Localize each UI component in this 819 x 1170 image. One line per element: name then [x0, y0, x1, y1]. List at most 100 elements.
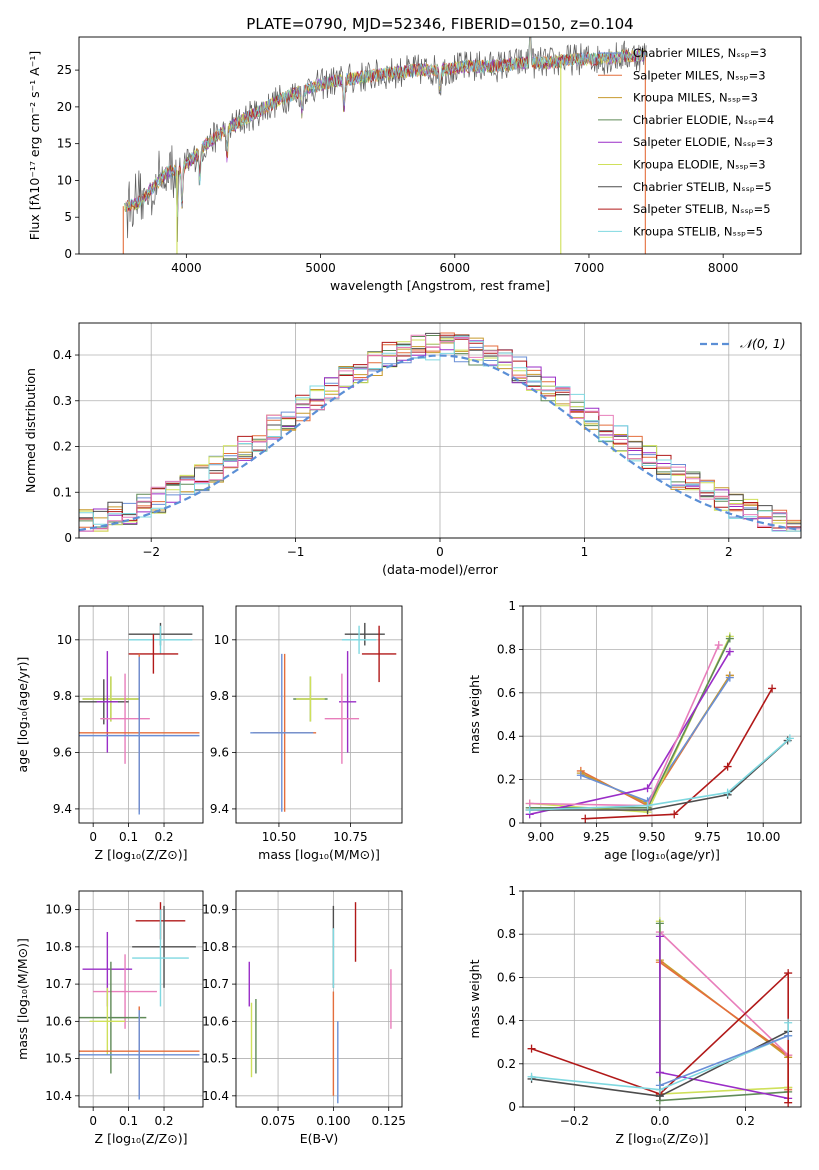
y-tick-label: 10	[214, 633, 229, 647]
y-tick-label: 0.2	[497, 1057, 516, 1071]
weight-marker	[723, 788, 732, 797]
y-tick-label: 0	[508, 816, 516, 830]
histogram-step	[79, 336, 801, 532]
x-tick-label: 0.100	[316, 1114, 350, 1128]
weight-marker	[670, 810, 679, 819]
y-tick-label: 0	[64, 531, 72, 545]
weight-marker	[655, 932, 664, 941]
x-tick-label: 0	[436, 545, 444, 559]
normal-curve	[79, 354, 801, 532]
x-tick-label: 0.2	[154, 830, 173, 844]
y-tick-label: 10	[57, 173, 72, 187]
y-tick-label: 9.4	[53, 802, 72, 816]
legend-label: Chabrier ELODIE, Nₛₛₚ=4	[633, 113, 774, 127]
y-tick-label: 10.9	[202, 903, 229, 917]
y-axis-label: age [log₁₀(age/yr)]	[15, 657, 30, 773]
y-tick-label: 0.8	[497, 927, 516, 941]
y-axis-label: Normed distribution	[23, 368, 38, 493]
weight-marker	[643, 784, 652, 793]
x-tick-label: 5000	[305, 261, 336, 275]
y-tick-label: 0.6	[497, 686, 516, 700]
y-axis-label: mass weight	[467, 675, 482, 754]
y-axis-label: mass [log₁₀(M/M⊙)]	[15, 938, 30, 1060]
axes-mass-vs-Z: 0 0.1 0.2 10.4 10.5 10.6 10.7 10.8 10.9 Z [log₁₀(…	[15, 890, 204, 1146]
weight-line	[585, 688, 773, 820]
axes-age-vs-mass: 10.50 10.75 9.4 9.6 9.8 10 mass [log₁₀(M/M⊙)]	[210, 605, 403, 862]
weight-line	[659, 1034, 789, 1087]
x-axis-label: Z [log₁₀(Z/Z⊙)]	[95, 1131, 188, 1146]
y-tick-label: 1	[508, 884, 516, 898]
plot-area	[79, 332, 801, 532]
histogram-step	[79, 334, 801, 532]
y-tick-label: 10.4	[202, 1089, 229, 1103]
x-tick-label: 0.0	[650, 1114, 669, 1128]
y-tick-label: 15	[57, 137, 72, 151]
y-tick-label: 9.6	[53, 746, 72, 760]
weight-marker	[643, 801, 652, 810]
y-tick-label: 10.6	[202, 1014, 229, 1028]
weight-marker	[784, 1018, 793, 1027]
axes-age-vs-Z: 0 0.1 0.2 9.4 9.6 9.8 10 Z [log₁₀(Z/Z⊙)] age [lo…	[15, 605, 204, 862]
x-tick-label: 10.75	[333, 830, 367, 844]
y-tick-label: 0.4	[497, 729, 516, 743]
plot-area	[527, 917, 793, 1107]
weight-marker	[655, 1068, 664, 1077]
y-tick-label: 0.6	[497, 970, 516, 984]
x-tick-label: 0.2	[154, 1114, 173, 1128]
axes-frame	[235, 890, 403, 1108]
y-axis-label: mass weight	[467, 959, 482, 1038]
y-tick-label: 10.8	[202, 940, 229, 954]
x-tick-label: 9.25	[583, 830, 610, 844]
y-tick-label: 10.6	[45, 1014, 72, 1028]
x-tick-label: 8000	[708, 261, 739, 275]
y-tick-label: 0.2	[53, 440, 72, 454]
x-tick-label: 9.50	[639, 830, 666, 844]
legend-label: Kroupa STELIB, Nₛₛₚ=5	[633, 224, 763, 238]
axes-frame	[522, 890, 802, 1108]
y-tick-label: 10.4	[45, 1089, 72, 1103]
x-tick-label: 2	[725, 545, 733, 559]
x-tick-label: 0.1	[119, 1114, 138, 1128]
legend-label: Salpeter STELIB, Nₛₛₚ=5	[633, 202, 771, 216]
x-axis-label: (data-model)/error	[382, 562, 499, 577]
y-tick-label: 10.5	[45, 1052, 72, 1066]
weight-marker	[655, 1081, 664, 1090]
spectrum-line	[125, 37, 647, 218]
axes-frame	[78, 890, 204, 1108]
weight-line	[531, 1022, 789, 1091]
legend-label: Kroupa ELODIE, Nₛₛₚ=3	[633, 158, 766, 172]
y-tick-label: 10	[57, 633, 72, 647]
y-tick-label: 1	[508, 599, 516, 613]
y-tick-label: 9.8	[210, 689, 229, 703]
weight-marker	[768, 684, 777, 693]
y-tick-label: 10.7	[45, 977, 72, 991]
y-tick-label: 0.4	[53, 348, 72, 362]
axes-mass-vs-EBV: 0.075 0.100 0.125 10.4 10.5 10.6 10.7 10.8 10.9 E…	[202, 890, 406, 1146]
legend-label: Chabrier STELIB, Nₛₛₚ=5	[633, 180, 772, 194]
x-axis-label: mass [log₁₀(M/M⊙)]	[258, 847, 380, 862]
weight-line	[659, 931, 789, 1056]
y-tick-label: 9.8	[53, 689, 72, 703]
x-axis-label: age [log₁₀(age/yr)]	[604, 847, 720, 862]
y-tick-label: 0.3	[53, 394, 72, 408]
weight-marker	[784, 1098, 793, 1107]
weight-marker	[725, 673, 734, 682]
weight-marker	[525, 805, 534, 814]
weight-marker	[784, 1031, 793, 1040]
x-axis-label: Z [log₁₀(Z/Z⊙)]	[95, 847, 188, 862]
x-axis-label: E(B-V)	[300, 1131, 339, 1146]
axes-frame	[78, 605, 204, 824]
plot-area	[79, 902, 200, 1100]
y-axis-label: Flux [fλ10⁻¹⁷ erg cm⁻² s⁻¹ A⁻¹]	[27, 51, 42, 240]
y-tick-label: 10.7	[202, 977, 229, 991]
axes-frame	[78, 322, 802, 539]
x-tick-label: 6000	[439, 261, 470, 275]
axes-residuals: −2 −1 0 1 2 0 0.1 0.2 0.3 0.4 (data-model)/error No…	[23, 322, 802, 577]
x-tick-label: 4000	[171, 261, 202, 275]
y-tick-label: 25	[57, 63, 72, 77]
x-tick-label: 0	[89, 830, 97, 844]
weight-marker	[581, 814, 590, 823]
axes-frame	[78, 36, 802, 255]
plot-area	[122, 37, 647, 254]
